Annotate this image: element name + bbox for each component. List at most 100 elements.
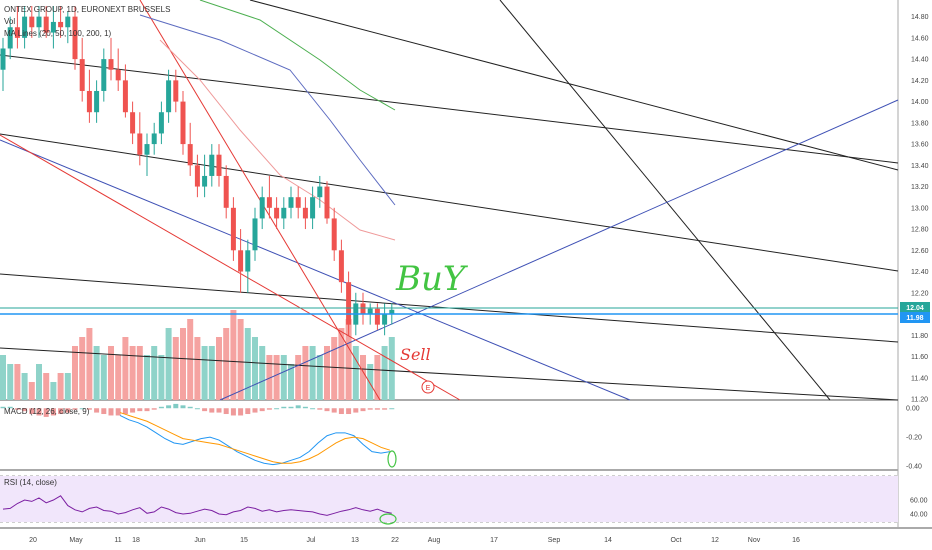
grid <box>0 0 932 529</box>
macd-histogram-bar <box>29 408 35 415</box>
macd-histogram-bar <box>187 406 193 409</box>
volume-bar <box>115 355 122 400</box>
candle-body <box>252 218 258 251</box>
volume-bar <box>302 346 309 400</box>
candle-body <box>367 308 373 315</box>
trend-line <box>219 99 899 401</box>
candle-body <box>29 16 35 28</box>
macd-histogram-bar <box>389 408 395 410</box>
volume-bar <box>280 355 287 400</box>
macd-histogram-bar <box>223 408 229 415</box>
price-tick: 14.00 <box>911 99 929 106</box>
price-tick: 11.80 <box>911 333 928 340</box>
time-tick: 22 <box>391 537 399 544</box>
macd-histogram-bar <box>252 408 258 413</box>
macd-histogram-bar <box>310 408 316 410</box>
volume-bar <box>0 355 6 400</box>
volume-bar <box>230 310 237 400</box>
macd-histogram-bar <box>230 408 236 416</box>
trend-lines[interactable] <box>0 0 899 401</box>
volume-bar <box>244 328 251 400</box>
macd-histogram-bar <box>173 403 179 409</box>
macd-histogram-bar <box>360 408 366 412</box>
macd-histogram-bar <box>266 408 272 410</box>
volume-bar <box>129 346 136 400</box>
candle-body <box>158 112 164 134</box>
volume-bars <box>0 310 395 400</box>
volume-bar <box>381 346 388 400</box>
time-axis[interactable]: 20 May 11 18 Jun 15 Jul 13 22 Aug 17 Sep 14 Oct 12 Nov 1… <box>29 537 800 544</box>
price-tag-last: 12.04 <box>900 302 930 313</box>
volume-bar <box>43 373 50 400</box>
macd-histogram-bar <box>158 406 164 409</box>
macd-histogram-bar <box>274 408 280 410</box>
macd-histogram-bar <box>108 408 114 416</box>
ma-label: MA Lines (20, 50, 100, 200, 1) <box>4 29 112 38</box>
price-tick: 13.40 <box>911 163 929 170</box>
rsi-label: RSI (14, close) <box>4 478 57 487</box>
candle-body <box>187 144 193 166</box>
trend-line <box>499 0 831 401</box>
volume-bar <box>309 346 316 400</box>
macd-histogram-bar <box>36 408 42 416</box>
symbol-title: ONTEX GROUP, 1D, EURONEXT BRUSSELS <box>4 5 170 14</box>
volume-bar <box>295 355 302 400</box>
candle-body <box>382 314 388 325</box>
price-axis[interactable]: 14.80 14.60 14.40 14.20 14.00 13.80 13.60 13.40… <box>906 14 929 518</box>
macd-histogram-bar <box>43 408 49 417</box>
macd-histogram-bar <box>317 408 323 410</box>
macd-histogram-bar <box>130 408 136 413</box>
candle-body <box>274 207 280 219</box>
price-tick: 13.60 <box>911 142 929 149</box>
candle-body <box>317 186 323 198</box>
moving-averages <box>139 0 396 241</box>
price-tick: 14.60 <box>911 35 929 42</box>
candle-body <box>166 80 172 113</box>
price-tick: 13.80 <box>911 120 929 127</box>
ma-20 <box>159 39 396 241</box>
volume-bar <box>21 373 28 400</box>
candle-body <box>331 218 337 251</box>
time-tick: 14 <box>604 537 612 544</box>
macd-histogram-bar <box>58 408 64 415</box>
volume-bar <box>194 337 201 400</box>
macd-histogram-bar <box>281 406 287 409</box>
time-tick: Nov <box>748 537 761 544</box>
volume-bar <box>50 382 57 400</box>
time-tick: 13 <box>351 537 359 544</box>
volume-bar <box>122 337 129 400</box>
macd-tick: -0.20 <box>906 435 922 442</box>
macd-histogram-bar <box>22 408 28 412</box>
candle-body <box>151 133 157 145</box>
candle-body <box>7 27 13 49</box>
time-tick: Aug <box>428 537 441 544</box>
volume-bar <box>345 319 352 400</box>
candle-body <box>108 59 114 70</box>
volume-bar <box>216 337 222 400</box>
time-tick: 15 <box>240 537 248 544</box>
candles[interactable] <box>0 6 395 336</box>
candle-body <box>180 101 186 145</box>
candle-body <box>58 21 64 28</box>
candle-body <box>94 90 100 113</box>
macd-histogram-bar <box>7 406 13 409</box>
macd-label: MACD (12, 26, close, 9) <box>4 407 90 416</box>
macd-histogram-bar <box>72 408 78 410</box>
time-tick: May <box>69 537 83 544</box>
macd-histogram-bar <box>180 405 186 409</box>
macd-histogram-bar <box>0 406 6 409</box>
candle-body <box>374 308 380 325</box>
candle-body <box>302 207 308 219</box>
candle-body <box>295 197 301 208</box>
candle-body <box>238 250 244 272</box>
earnings-marker[interactable]: E <box>421 380 435 394</box>
macd-line <box>119 415 391 466</box>
volume-bar <box>144 355 150 400</box>
candle-body <box>288 197 294 208</box>
ma-100 <box>199 0 396 111</box>
volume-bar <box>331 337 338 400</box>
macd-histogram-bar <box>115 408 121 416</box>
trend-line <box>249 0 899 171</box>
macd-histogram-bar <box>259 408 265 412</box>
